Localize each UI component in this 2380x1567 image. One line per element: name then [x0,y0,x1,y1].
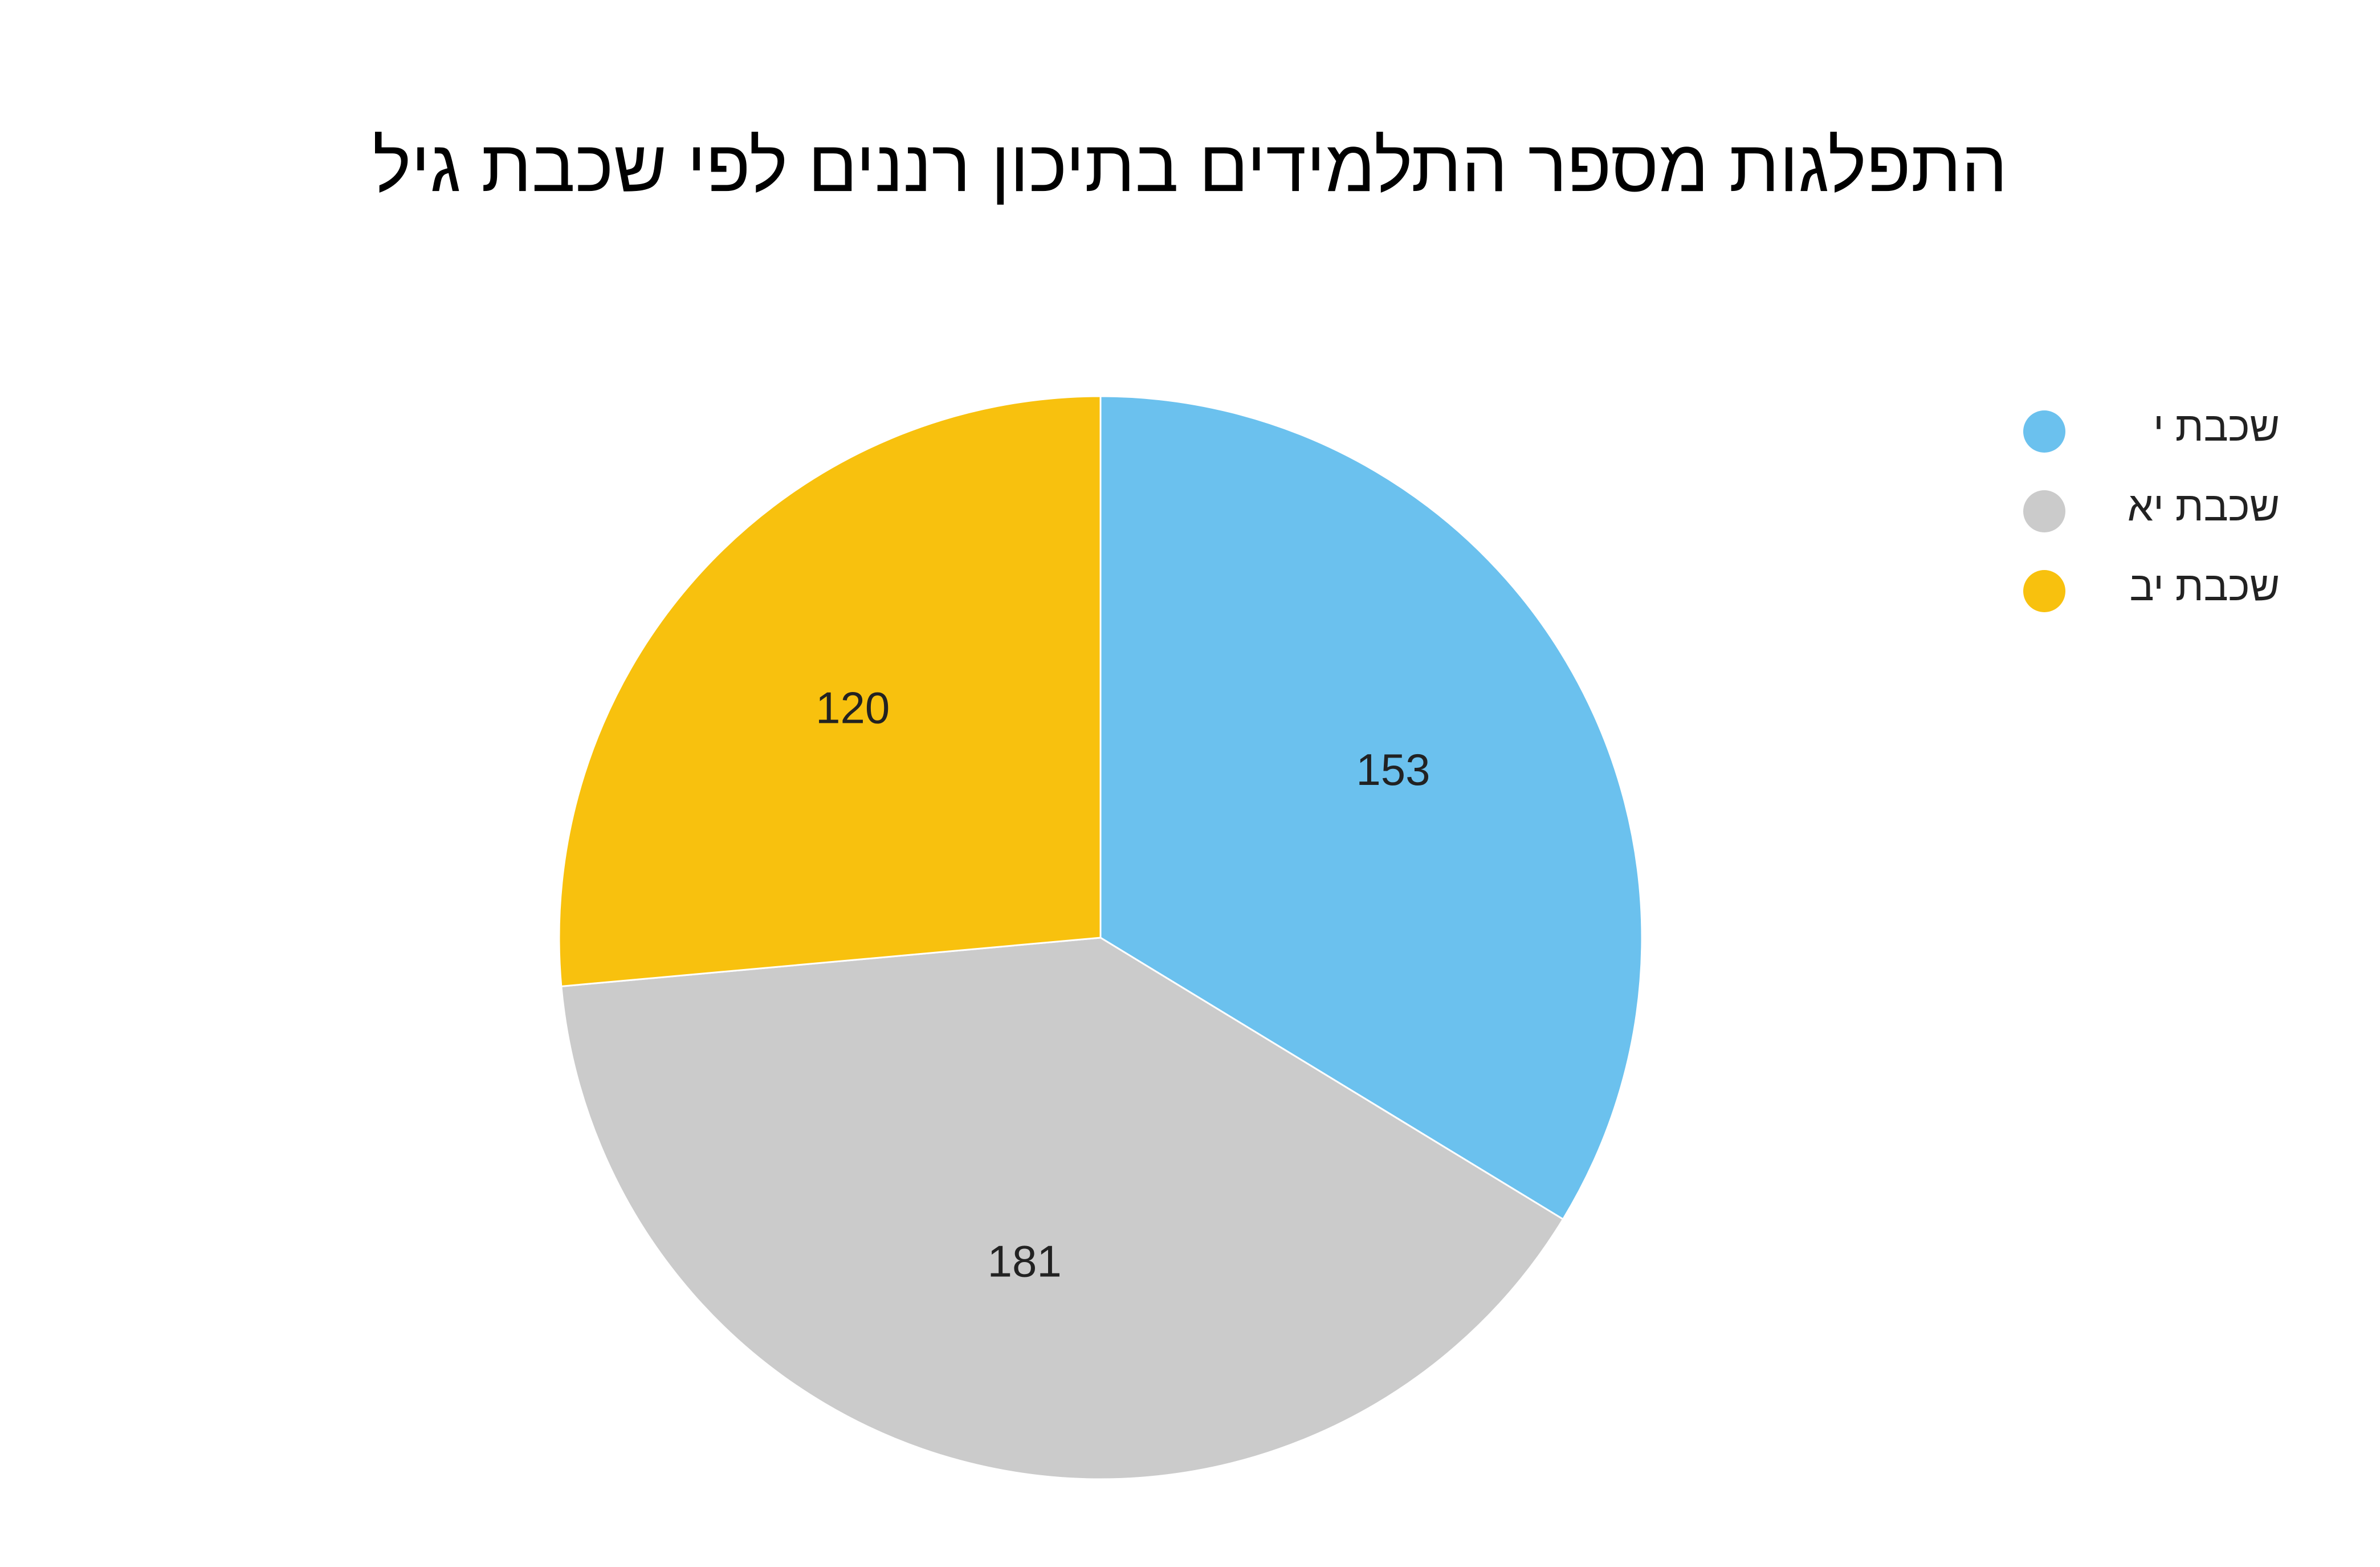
slice-label-grade-11: 181 [988,1236,1062,1286]
legend-label-grade-11: שכבת יא [2127,484,2280,530]
legend-label-grade-10: שכבת י [2130,404,2280,450]
legend-item-grade-11[interactable]: שכבת יא [1983,467,2302,547]
pie-slices [558,395,1643,1480]
legend-label-grade-12: שכבת יב [2129,564,2280,609]
legend-dot-grade-11 [2023,490,2065,532]
legend-dot-grade-12 [2023,570,2065,612]
pie-slice-grade-12[interactable] [558,395,1102,987]
pie-slice-grade-11[interactable] [560,937,1564,1480]
slice-labels: 153 181 120 [816,682,1430,1286]
slice-label-grade-12: 120 [816,682,890,732]
legend-item-grade-10[interactable]: שכבת י [1983,388,2302,467]
slice-label-grade-10: 153 [1356,744,1430,795]
legend-item-grade-12[interactable]: שכבת יב [1983,547,2302,627]
pie-slice-grade-10[interactable] [1099,395,1643,1220]
legend: שכבת י שכבת יא שכבת יב [1983,388,2302,627]
legend-dot-grade-10 [2023,410,2065,453]
chart-title: התפלגות מספר התלמידים בתיכון רננים לפי ש… [372,125,2008,207]
